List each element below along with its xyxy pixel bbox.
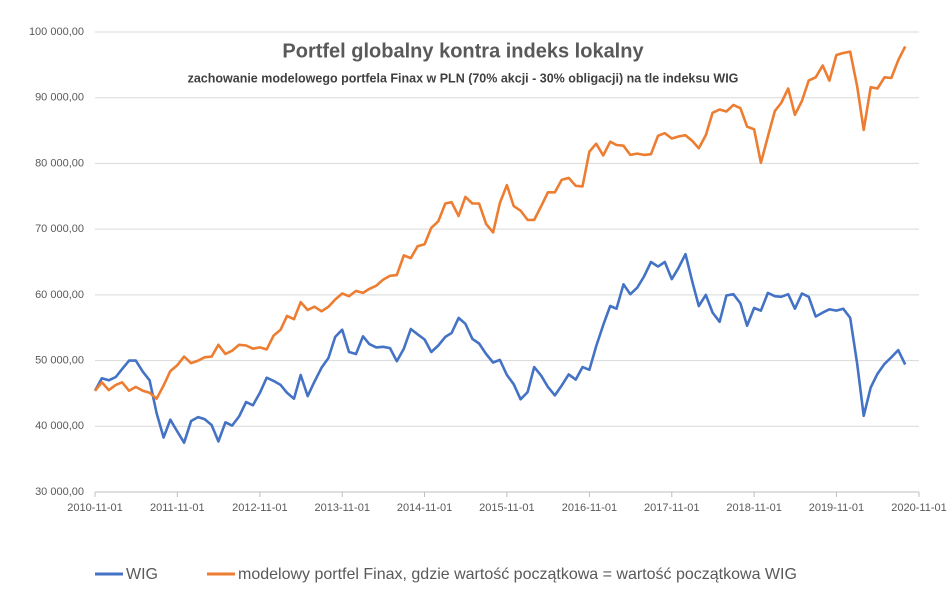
y-tick-label: 60 000,00: [35, 289, 84, 301]
legend-label: WIG: [126, 566, 158, 583]
x-tick-label: 2013-11-01: [314, 502, 369, 514]
x-tick-label: 2016-11-01: [562, 502, 617, 514]
x-tick-label: 2018-11-01: [726, 502, 781, 514]
x-tick-label: 2019-11-01: [809, 502, 864, 514]
x-tick-label: 2020-11-01: [891, 502, 946, 514]
y-tick-label: 70 000,00: [35, 223, 84, 235]
y-tick-label: 40 000,00: [35, 420, 84, 432]
y-tick-label: 30 000,00: [35, 486, 84, 498]
series-line: [93, 45, 907, 400]
chart-subtitle: zachowanie modelowego portfela Finax w P…: [188, 71, 739, 85]
chart-title: Portfel globalny kontra indeks lokalny: [282, 40, 644, 62]
x-tick-label: 2015-11-01: [479, 502, 534, 514]
x-tick-label: 2012-11-01: [232, 502, 287, 514]
y-tick-label: 90 000,00: [35, 92, 84, 104]
x-tick-label: 2014-11-01: [397, 502, 452, 514]
series-line: [93, 252, 907, 444]
x-tick-label: 2017-11-01: [644, 502, 699, 514]
y-tick-label: 80 000,00: [35, 157, 84, 169]
x-tick-label: 2011-11-01: [150, 502, 205, 514]
legend-label: modelowy portfel Finax, gdzie wartość po…: [238, 566, 797, 583]
y-tick-label: 50 000,00: [35, 354, 84, 366]
x-tick-label: 2010-11-01: [67, 502, 122, 514]
y-tick-label: 100 000,00: [29, 26, 84, 38]
